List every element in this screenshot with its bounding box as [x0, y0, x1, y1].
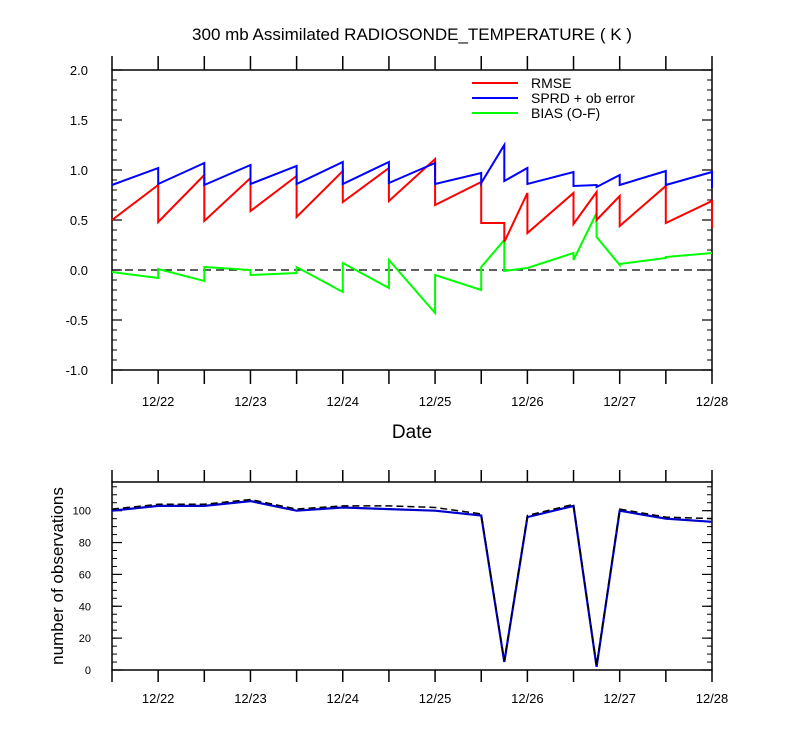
top-y-axis: -1.0 -0.5 0.0 0.5 1.0 1.5 2.0: [66, 63, 712, 378]
bottom-x-tick-label: 12/24: [326, 691, 359, 706]
bottom-y-axis-label: number of observations: [48, 487, 67, 665]
top-x-axis: 12/22 12/23 12/24 12/25 12/26 12/27 12/28: [111, 56, 729, 409]
series-line-rmse: [111, 156, 713, 243]
x-tick-label: 12/25: [419, 394, 452, 409]
bottom-y-tick-label: 100: [73, 506, 91, 518]
y-tick-label: -1.0: [66, 363, 88, 378]
bottom-plot-area: [111, 481, 713, 671]
x-tick-label: 12/26: [511, 394, 544, 409]
bottom-x-tick-label: 12/22: [142, 691, 175, 706]
y-tick-label: 1.0: [70, 163, 88, 178]
bottom-x-tick-label: 12/25: [419, 691, 452, 706]
top-series-group: [111, 141, 713, 316]
x-tick-label: 12/27: [603, 394, 636, 409]
legend-label: BIAS (O-F): [531, 105, 600, 121]
x-tick-label: 12/28: [696, 394, 729, 409]
bottom-series-group: [111, 498, 713, 667]
x-tick-label: 12/24: [326, 394, 359, 409]
x-axis-label: Date: [392, 422, 432, 443]
legend-label: SPRD + ob error: [531, 90, 635, 106]
top-plot-frame: [111, 69, 713, 371]
x-tick-label: 12/23: [234, 394, 267, 409]
bottom-x-tick-label: 12/26: [511, 691, 544, 706]
bottom-y-tick-label: 20: [79, 633, 91, 645]
observation-count-line-solid: [111, 499, 713, 667]
x-tick-label: 12/22: [142, 394, 175, 409]
bottom-x-axis: 12/22 12/23 12/24 12/25 12/26 12/27 12/28: [111, 470, 729, 706]
y-tick-label: 0.5: [70, 213, 88, 228]
y-tick-label: 2.0: [70, 63, 88, 78]
top-plot-area: [111, 69, 713, 371]
bottom-y-tick-label: 40: [79, 601, 91, 613]
bottom-y-tick-label: 60: [79, 569, 91, 581]
bottom-y-tick-label: 0: [85, 665, 91, 677]
bottom-x-tick-label: 12/28: [696, 691, 729, 706]
bottom-y-axis: 0 20 40 60 80 100: [73, 506, 712, 677]
bottom-minor-ticks: [112, 486, 712, 671]
top-minor-ticks: [112, 69, 712, 371]
bottom-plot-frame: [111, 481, 713, 671]
chart-title: 300 mb Assimilated RADIOSONDE_TEMPERATUR…: [192, 25, 632, 44]
observation-count-line-dashed: [111, 498, 713, 666]
bottom-y-tick-label: 80: [79, 538, 91, 550]
y-tick-label: -0.5: [66, 313, 88, 328]
series-line-bias-o-f: [111, 212, 713, 316]
y-tick-label: 0.0: [70, 263, 88, 278]
series-line-sprd-ob-error: [111, 141, 713, 189]
bottom-x-tick-label: 12/23: [234, 691, 267, 706]
bottom-x-tick-label: 12/27: [603, 691, 636, 706]
y-tick-label: 1.5: [70, 113, 88, 128]
legend-label: RMSE: [531, 75, 571, 91]
